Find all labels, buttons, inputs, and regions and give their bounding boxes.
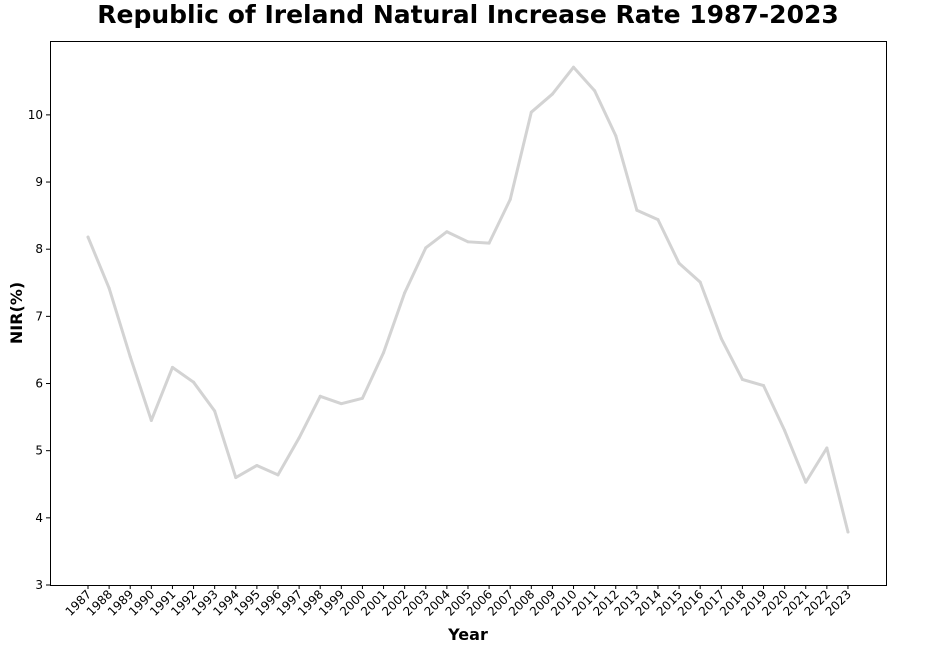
y-axis-label: NIR(%) [7,282,26,344]
data-point-2011 [593,89,597,93]
data-point-1992 [192,380,196,384]
data-point-2016 [698,280,702,284]
chart-title: Republic of Ireland Natural Increase Rat… [97,0,839,29]
x-axis-label: Year [447,625,488,644]
plot-frame [50,41,887,586]
data-point-2006 [487,241,491,245]
data-point-2014 [656,218,660,222]
data-point-2020 [783,429,787,433]
data-point-1997 [297,436,301,440]
y-tick-label: 3 [35,578,43,592]
data-point-1989 [128,355,132,359]
y-tick-label: 10 [28,108,43,122]
data-point-1988 [107,286,111,290]
data-point-2013 [635,208,639,212]
y-axis: 3 4 5 6 7 8 9 10 [28,108,50,592]
y-tick-label: 6 [35,377,43,391]
data-point-2012 [614,134,618,138]
data-point-2003 [424,246,428,250]
data-point-2019 [762,384,766,388]
data-point-2018 [740,377,744,381]
y-tick-label: 8 [35,242,43,256]
data-point-2007 [508,198,512,201]
data-point-2000 [360,396,364,400]
data-point-2022 [825,446,829,450]
y-tick-label: 4 [35,511,43,525]
data-point-2008 [529,110,533,114]
data-point-2021 [804,480,808,484]
data-point-2005 [466,240,470,244]
y-tick-label: 7 [35,309,43,323]
data-point-2004 [445,230,449,234]
x-axis: 1987198819891990199119921993199419951996… [63,585,854,619]
data-point-2001 [382,351,386,355]
data-point-1993 [213,409,217,413]
data-point-1987 [86,235,90,239]
series-line [86,65,850,534]
data-point-1991 [170,365,174,369]
data-point-1999 [339,402,343,406]
data-point-1990 [149,418,153,422]
y-tick-label: 5 [35,444,43,458]
data-point-2015 [677,261,681,265]
data-point-2017 [719,337,723,341]
data-point-1995 [255,463,259,467]
y-tick-label: 9 [35,175,43,189]
data-point-2009 [550,92,554,96]
data-point-1994 [234,476,238,480]
data-point-1996 [276,473,280,477]
plot-area [50,41,887,586]
data-point-2010 [572,65,576,69]
data-point-2023 [846,530,850,534]
data-point-1998 [318,394,322,398]
data-point-2002 [403,291,407,295]
